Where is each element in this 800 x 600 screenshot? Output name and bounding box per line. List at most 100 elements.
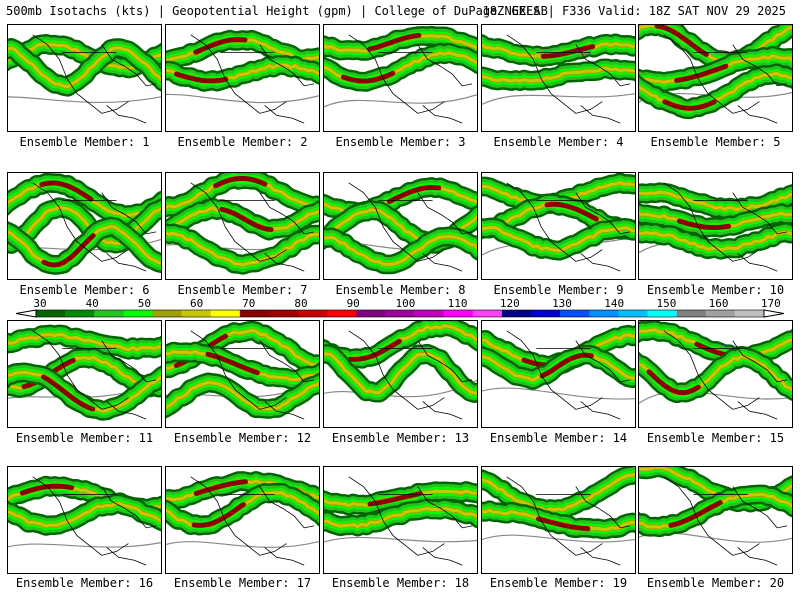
- jet-core: [205, 351, 260, 376]
- jet-core: [193, 479, 249, 496]
- colorbar-segment: [356, 310, 386, 317]
- ensemble-member-label: Ensemble Member: 3: [335, 135, 466, 149]
- colorbar-tick-label: 90: [346, 297, 360, 310]
- colorbar-segment: [589, 310, 619, 317]
- colorbar-segment: [298, 310, 328, 317]
- jet-core: [39, 180, 94, 202]
- coastline: [32, 330, 157, 420]
- jet-band: [324, 506, 477, 529]
- coastline: [663, 476, 788, 566]
- ensemble-member-label: Ensemble Member: 18: [331, 576, 470, 590]
- ensemble-map-17: [165, 466, 320, 574]
- jet-core: [539, 352, 594, 379]
- jet-band: [8, 46, 161, 89]
- ensemble-member-label: Ensemble Member: 16: [15, 576, 154, 590]
- coastline: [663, 34, 788, 124]
- height-contour: [166, 540, 319, 548]
- ensemble-member-label: Ensemble Member: 17: [173, 576, 312, 590]
- ensemble-member-label: Ensemble Member: 9: [493, 283, 624, 297]
- colorbar-left-arrow: [15, 309, 37, 318]
- height-contour: [324, 536, 477, 543]
- jet-band: [324, 352, 477, 395]
- jet-core: [40, 374, 96, 412]
- coastline: [506, 34, 631, 124]
- height-contour: [324, 94, 477, 108]
- colorbar-segment: [181, 310, 212, 317]
- jet-core: [219, 206, 274, 233]
- colorbar-tick-label: 80: [294, 297, 308, 310]
- height-contour: [8, 96, 161, 103]
- ensemble-map-16: [7, 466, 162, 574]
- jet-core: [41, 233, 96, 268]
- jet-band: [324, 234, 477, 266]
- valid-time-text: 18Z GEFS | F336 Valid: 18Z SAT NOV 29 20…: [482, 4, 786, 18]
- colorbar-tick-label: 40: [85, 297, 99, 310]
- colorbar-segment: [123, 310, 153, 317]
- jet-core: [213, 175, 268, 189]
- jet-core: [535, 516, 591, 532]
- colorbar-tick-label: 100: [395, 297, 416, 310]
- ensemble-map-15: [638, 320, 793, 428]
- ensemble-map-7: [165, 172, 320, 280]
- ensemble-map-1: [7, 24, 162, 132]
- colorbar-segment: [560, 310, 590, 317]
- coastline: [348, 330, 473, 420]
- ensemble-member-label: Ensemble Member: 6: [19, 283, 150, 297]
- coastline: [663, 182, 788, 272]
- colorbar-segment: [239, 310, 270, 317]
- colorbar-segment: [734, 310, 765, 317]
- coastline: [190, 330, 315, 420]
- ensemble-member-label: Ensemble Member: 4: [493, 135, 624, 149]
- ensemble-member-label: Ensemble Member: 20: [646, 576, 785, 590]
- height-contour: [8, 542, 161, 548]
- colorbar-segment: [647, 310, 677, 317]
- colorbar-segment: [94, 310, 124, 317]
- ensemble-member-label: Ensemble Member: 19: [489, 576, 628, 590]
- jet-band: [482, 472, 635, 513]
- coastline: [348, 34, 473, 124]
- colorbar-tick-label: 170: [760, 297, 781, 310]
- jet-band: [482, 66, 635, 83]
- jet-band: [8, 332, 161, 352]
- colorbar-segment: [618, 310, 648, 317]
- ensemble-map-2: [165, 24, 320, 132]
- ensemble-map-12: [165, 320, 320, 428]
- colorbar-tick-label: 30: [33, 297, 47, 310]
- colorbar-tick-label: 110: [447, 297, 468, 310]
- ensemble-member-label: Ensemble Member: 7: [177, 283, 308, 297]
- coastline: [506, 330, 631, 420]
- jet-core: [191, 502, 246, 528]
- colorbar-segment: [531, 310, 561, 317]
- jet-core: [668, 500, 723, 528]
- coastline: [32, 476, 157, 566]
- colorbar-tick-label: 70: [242, 297, 256, 310]
- coastline: [506, 476, 631, 566]
- jet-core: [646, 369, 701, 396]
- jet-core: [193, 37, 248, 55]
- jet-band: [8, 205, 161, 246]
- jet-band: [166, 231, 319, 267]
- height-contour: [482, 534, 635, 543]
- height-contour: [482, 93, 635, 105]
- ensemble-map-20: [638, 466, 793, 574]
- colorbar-segment: [705, 310, 736, 317]
- ensemble-map-9: [481, 172, 636, 280]
- colorbar-right-arrow: [763, 309, 785, 318]
- colorbar-segment: [501, 310, 532, 317]
- coastline: [32, 34, 157, 124]
- height-contour: [482, 387, 635, 400]
- ensemble-map-4: [481, 24, 636, 132]
- colorbar-segment: [327, 310, 357, 317]
- ensemble-map-6: [7, 172, 162, 280]
- jet-core: [367, 32, 422, 52]
- jet-core: [340, 70, 396, 84]
- coastline: [348, 476, 473, 566]
- colorbar-tick-label: 60: [189, 297, 204, 310]
- colorbar-segment: [152, 310, 182, 317]
- colorbar-tick-label: 130: [552, 297, 572, 310]
- colorbar-segment: [268, 310, 299, 317]
- colorbar-segment: [676, 310, 707, 317]
- ensemble-map-11: [7, 320, 162, 428]
- height-contour: [166, 93, 319, 104]
- ensemble-member-label: Ensemble Member: 5: [650, 135, 781, 149]
